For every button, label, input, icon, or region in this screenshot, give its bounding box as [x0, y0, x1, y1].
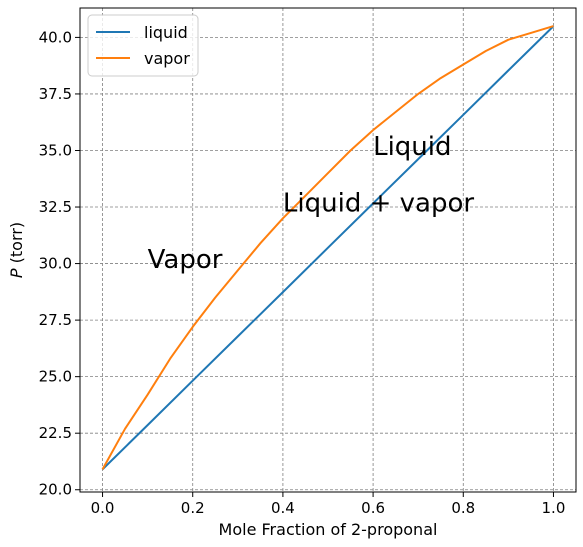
plot-frame [79, 7, 577, 493]
y-axis-label-unit: (torr) [7, 222, 26, 269]
legend-label-vapor: vapor [144, 49, 190, 68]
series-lines [101, 25, 555, 471]
y-tick-label: 35.0 [39, 141, 72, 159]
y-tick-label: 22.5 [39, 424, 72, 442]
y-tick-label: 40.0 [39, 28, 72, 46]
x-axis-label: Mole Fraction of 2-proponal [219, 520, 438, 539]
y-axis-label: P (torr) [7, 222, 26, 278]
x-tick-label: 0.6 [361, 499, 385, 517]
y-tick-label: 20.0 [39, 481, 72, 499]
x-tick-label: 0.8 [451, 499, 475, 517]
x-tick-label: 0.4 [271, 499, 295, 517]
series-line-liquid [101, 25, 555, 471]
legend-box [87, 14, 199, 77]
series-line-vapor [101, 25, 554, 470]
x-tick-label: 0.2 [181, 499, 205, 517]
region-label: Liquid [373, 132, 451, 162]
y-tick-label: 27.5 [39, 311, 72, 329]
x-tick-label: 1.0 [542, 499, 566, 517]
legend: liquid vapor [87, 14, 199, 77]
x-tick-label: 0.0 [91, 499, 115, 517]
region-label: Vapor [148, 245, 223, 275]
y-axis-label-symbol: P [7, 268, 26, 278]
y-tick-label: 37.5 [39, 85, 72, 103]
region-label: Liquid + vapor [283, 189, 474, 219]
y-tick-label: 25.0 [39, 368, 72, 386]
y-tick-label: 30.0 [39, 255, 72, 273]
y-tick-label: 32.5 [39, 198, 72, 216]
axis-ticks: 0.0 0.2 0.4 0.6 0.8 1.0 20.0 22.5 25.0 27.5 30.0 32… [39, 28, 566, 517]
legend-label-liquid: liquid [144, 23, 188, 42]
region-annotations: Liquid Liquid + vapor Vapor [148, 132, 475, 275]
